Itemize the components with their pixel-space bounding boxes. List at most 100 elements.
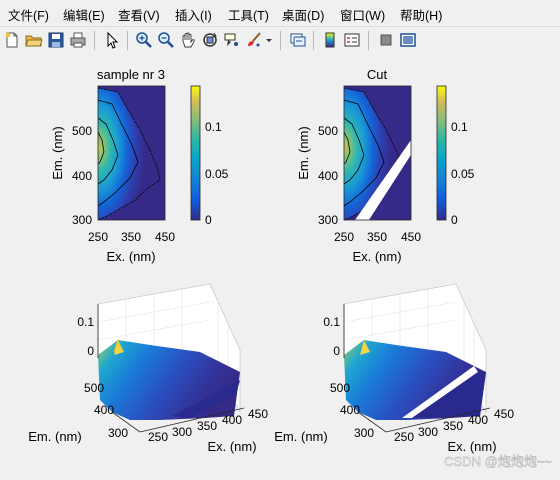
- y-tick: 400: [94, 403, 114, 417]
- toolbar-separator: [94, 31, 95, 50]
- contour-line: [97, 99, 139, 207]
- contour-line: [343, 99, 385, 207]
- x-tick: 250: [88, 230, 108, 244]
- x-axis-label: Ex. (nm): [447, 439, 496, 454]
- x-tick: 400: [468, 413, 488, 427]
- y-tick: 300: [108, 426, 128, 440]
- z-tick: 0.1: [77, 315, 94, 329]
- menu-desktop[interactable]: 桌面(D): [282, 9, 325, 23]
- x-axis: [385, 407, 491, 433]
- plot-title: Cut: [367, 67, 388, 82]
- cut-region: [369, 155, 411, 220]
- x-tick: 450: [248, 407, 268, 421]
- z-tick: 0: [333, 344, 340, 358]
- x-tick: 250: [334, 230, 354, 244]
- dark-region: [412, 372, 486, 418]
- y-axis: [111, 411, 141, 433]
- cut-band: [402, 366, 478, 418]
- y-axis-label: Em. (nm): [28, 429, 81, 444]
- save-icon[interactable]: [46, 30, 66, 50]
- peak: [360, 340, 370, 355]
- x-axis: [139, 407, 245, 433]
- link-plot-icon[interactable]: [288, 30, 308, 50]
- menu-view[interactable]: 查看(V): [118, 9, 160, 23]
- cut-band: [355, 140, 411, 220]
- colorbar[interactable]: [190, 85, 201, 221]
- y-axis-label: Em. (nm): [274, 429, 327, 444]
- x-tick: 300: [418, 425, 438, 439]
- new-file-icon[interactable]: [2, 30, 22, 50]
- y-tick: 300: [354, 426, 374, 440]
- brush-icon[interactable]: [244, 30, 264, 50]
- figure-canvas[interactable]: sample nr 3 300 400 500 250 350 450 Ex. …: [0, 54, 560, 475]
- toolbar-separator: [313, 31, 314, 50]
- colorbar-icon[interactable]: [320, 30, 340, 50]
- y-tick: 500: [72, 124, 92, 138]
- y-axis: [357, 411, 387, 433]
- y-tick: 500: [318, 124, 338, 138]
- menu-file[interactable]: 文件(F): [8, 9, 49, 23]
- colorbar-tick: 0.1: [205, 120, 222, 134]
- dark-region: [172, 380, 240, 418]
- x-axis-label: Ex. (nm): [106, 249, 155, 264]
- legend-icon[interactable]: [342, 30, 362, 50]
- y-axis-label: Em. (nm): [296, 126, 311, 179]
- contour-line: [97, 87, 161, 221]
- menu-tools[interactable]: 工具(T): [228, 9, 269, 23]
- show-plot-tools-icon[interactable]: [398, 30, 418, 50]
- y-tick: 500: [330, 381, 350, 395]
- colorbar-tick: 0.1: [451, 120, 468, 134]
- contour-plot-cut[interactable]: Cut 300 400 500 250 350 450 Ex. (nm) Em.…: [296, 67, 475, 264]
- brush-dropdown-icon[interactable]: [264, 30, 274, 50]
- print-icon[interactable]: [68, 30, 88, 50]
- x-tick: 450: [155, 230, 175, 244]
- x-tick: 400: [222, 413, 242, 427]
- y-tick: 400: [340, 403, 360, 417]
- plot-title: sample nr 3: [97, 67, 165, 82]
- menu-window[interactable]: 窗口(W): [340, 9, 386, 23]
- y-tick: 300: [72, 213, 92, 227]
- plot-frame: [343, 85, 412, 221]
- data-cursor-icon[interactable]: [222, 30, 242, 50]
- y-axis-label: Em. (nm): [50, 126, 65, 179]
- contour-line: [343, 117, 365, 185]
- contour-plot-sample[interactable]: sample nr 3 300 400 500 250 350 450 Ex. …: [50, 67, 229, 264]
- surface-plot-cut[interactable]: 0.1 0 500 400 300 250 300 350 400 450 Ex…: [274, 283, 514, 454]
- pan-hand-icon[interactable]: [178, 30, 198, 50]
- x-tick: 250: [148, 430, 168, 444]
- menu-help[interactable]: 帮助(H): [400, 9, 443, 23]
- z-tick: 0: [87, 344, 94, 358]
- open-folder-icon[interactable]: [24, 30, 44, 50]
- zoom-out-icon[interactable]: [156, 30, 176, 50]
- x-tick: 350: [367, 230, 387, 244]
- toolbar: [0, 26, 560, 55]
- x-tick: 450: [494, 407, 514, 421]
- zoom-in-icon[interactable]: [134, 30, 154, 50]
- y-tick: 300: [318, 213, 338, 227]
- x-tick: 250: [394, 430, 414, 444]
- y-tick: 500: [84, 381, 104, 395]
- plot-frame: [97, 85, 166, 221]
- menu-bar: 文件(F) 编辑(E) 查看(V) 插入(I) 工具(T) 桌面(D) 窗口(W…: [0, 0, 560, 26]
- contour-line: [97, 117, 119, 185]
- x-axis-label: Ex. (nm): [207, 439, 256, 454]
- x-tick: 350: [197, 419, 217, 433]
- rotate-3d-icon[interactable]: [200, 30, 220, 50]
- y-tick: 400: [72, 169, 92, 183]
- surface-plot-sample[interactable]: 0.1 0 500 400 300 250 300 350 400 450 Ex…: [28, 283, 268, 454]
- toolbar-separator: [127, 31, 128, 50]
- watermark: CSDN @炮炮炮~~: [444, 454, 552, 469]
- contour-line: [97, 131, 105, 165]
- pointer-icon[interactable]: [102, 30, 122, 50]
- colorbar[interactable]: [436, 85, 447, 221]
- z-tick: 0.1: [323, 315, 340, 329]
- colorbar-tick: 0.05: [205, 167, 229, 181]
- x-axis-label: Ex. (nm): [352, 249, 401, 264]
- y-tick: 400: [318, 169, 338, 183]
- x-tick: 350: [443, 419, 463, 433]
- menu-insert[interactable]: 插入(I): [175, 9, 212, 23]
- contour-line: [343, 131, 351, 165]
- colorbar-tick: 0.05: [451, 167, 475, 181]
- menu-edit[interactable]: 编辑(E): [63, 9, 105, 23]
- hide-plot-tools-icon[interactable]: [376, 30, 396, 50]
